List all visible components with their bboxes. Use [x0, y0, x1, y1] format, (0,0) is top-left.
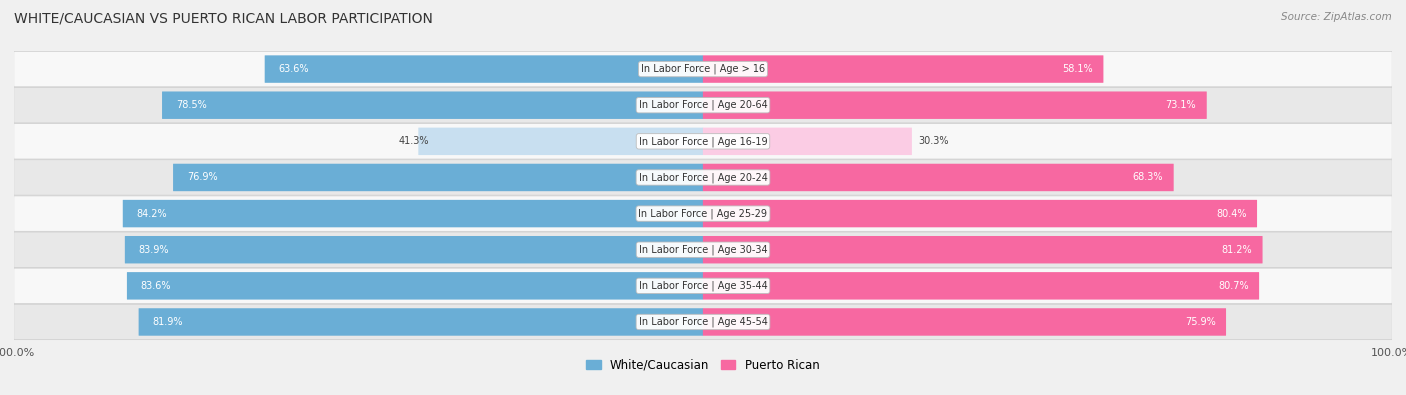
Text: In Labor Force | Age 45-54: In Labor Force | Age 45-54: [638, 317, 768, 327]
Text: 76.9%: 76.9%: [187, 173, 218, 182]
Text: 75.9%: 75.9%: [1185, 317, 1216, 327]
FancyBboxPatch shape: [173, 164, 703, 191]
Text: 58.1%: 58.1%: [1063, 64, 1092, 74]
Text: In Labor Force | Age 20-64: In Labor Force | Age 20-64: [638, 100, 768, 111]
FancyBboxPatch shape: [125, 236, 703, 263]
Text: In Labor Force | Age 25-29: In Labor Force | Age 25-29: [638, 208, 768, 219]
FancyBboxPatch shape: [122, 200, 703, 227]
Text: 41.3%: 41.3%: [398, 136, 429, 146]
Text: In Labor Force | Age 16-19: In Labor Force | Age 16-19: [638, 136, 768, 147]
Text: In Labor Force | Age 20-24: In Labor Force | Age 20-24: [638, 172, 768, 183]
Text: 63.6%: 63.6%: [278, 64, 309, 74]
FancyBboxPatch shape: [14, 124, 1392, 159]
FancyBboxPatch shape: [703, 128, 912, 155]
FancyBboxPatch shape: [703, 55, 1104, 83]
FancyBboxPatch shape: [264, 55, 703, 83]
FancyBboxPatch shape: [703, 164, 1174, 191]
FancyBboxPatch shape: [14, 232, 1392, 267]
FancyBboxPatch shape: [14, 304, 1392, 340]
Text: 68.3%: 68.3%: [1133, 173, 1163, 182]
FancyBboxPatch shape: [419, 128, 703, 155]
Text: 83.6%: 83.6%: [141, 281, 172, 291]
Text: 30.3%: 30.3%: [918, 136, 949, 146]
FancyBboxPatch shape: [14, 88, 1392, 123]
FancyBboxPatch shape: [703, 200, 1257, 227]
Legend: White/Caucasian, Puerto Rican: White/Caucasian, Puerto Rican: [582, 354, 824, 376]
Text: 81.2%: 81.2%: [1222, 245, 1253, 255]
FancyBboxPatch shape: [127, 272, 703, 299]
Text: 84.2%: 84.2%: [136, 209, 167, 218]
Text: In Labor Force | Age 30-34: In Labor Force | Age 30-34: [638, 245, 768, 255]
FancyBboxPatch shape: [139, 308, 703, 336]
FancyBboxPatch shape: [703, 272, 1260, 299]
Text: WHITE/CAUCASIAN VS PUERTO RICAN LABOR PARTICIPATION: WHITE/CAUCASIAN VS PUERTO RICAN LABOR PA…: [14, 12, 433, 26]
Text: 80.4%: 80.4%: [1216, 209, 1247, 218]
Text: 81.9%: 81.9%: [152, 317, 183, 327]
FancyBboxPatch shape: [703, 236, 1263, 263]
FancyBboxPatch shape: [162, 92, 703, 119]
FancyBboxPatch shape: [14, 160, 1392, 195]
FancyBboxPatch shape: [703, 308, 1226, 336]
FancyBboxPatch shape: [14, 51, 1392, 87]
Text: Source: ZipAtlas.com: Source: ZipAtlas.com: [1281, 12, 1392, 22]
Text: In Labor Force | Age 35-44: In Labor Force | Age 35-44: [638, 280, 768, 291]
Text: 78.5%: 78.5%: [176, 100, 207, 110]
FancyBboxPatch shape: [703, 92, 1206, 119]
Text: In Labor Force | Age > 16: In Labor Force | Age > 16: [641, 64, 765, 74]
Text: 83.9%: 83.9%: [139, 245, 169, 255]
Text: 73.1%: 73.1%: [1166, 100, 1197, 110]
Text: 80.7%: 80.7%: [1218, 281, 1249, 291]
FancyBboxPatch shape: [14, 196, 1392, 231]
FancyBboxPatch shape: [14, 268, 1392, 303]
